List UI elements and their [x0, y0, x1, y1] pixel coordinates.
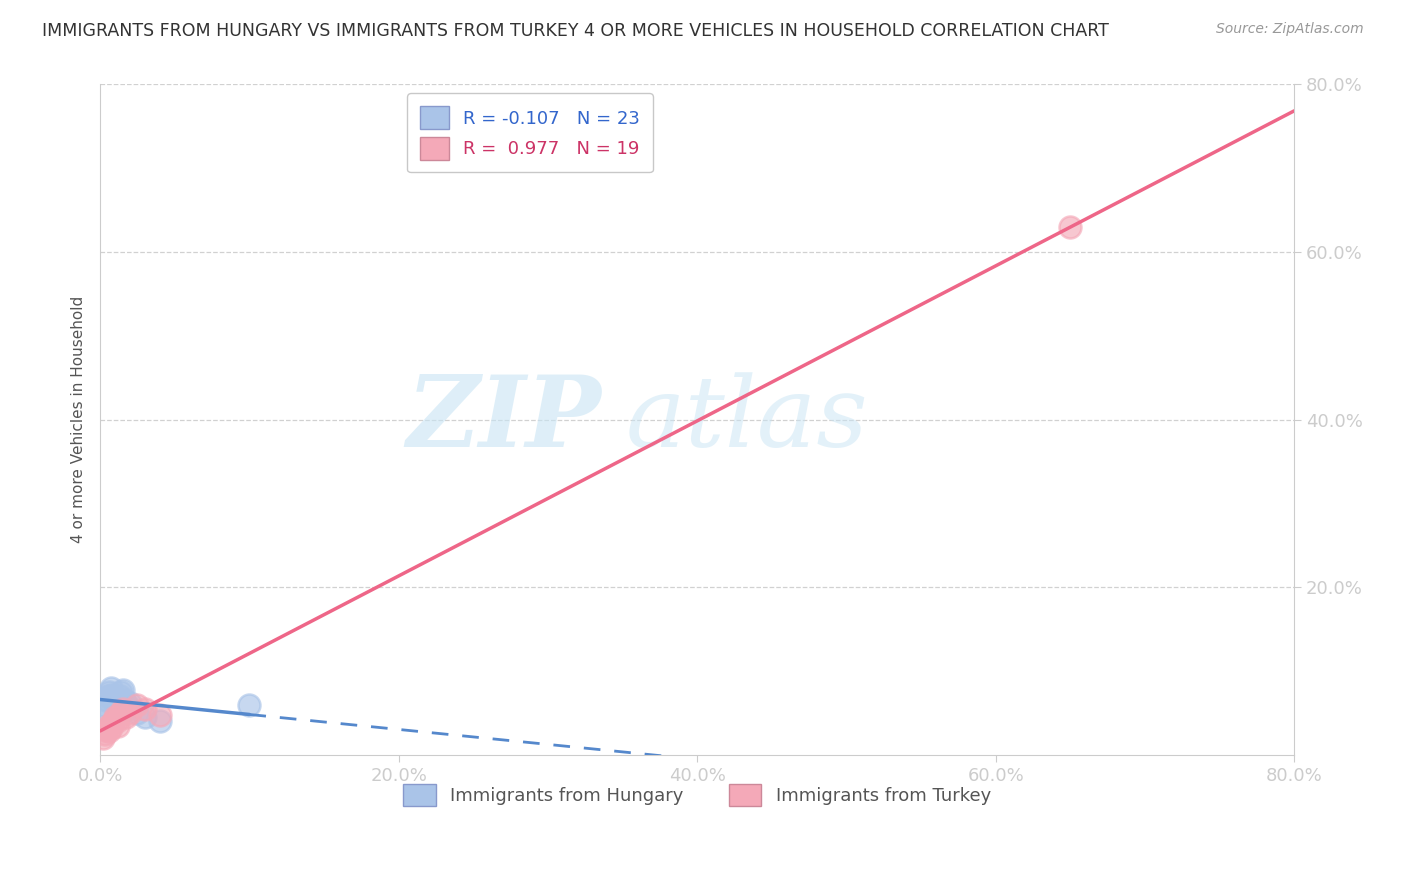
Point: [115, 702, 138, 716]
Point: [127, 706, 149, 720]
Point: [91, 698, 114, 712]
Point: [93, 702, 115, 716]
Point: [100, 721, 122, 735]
Text: IMMIGRANTS FROM HUNGARY VS IMMIGRANTS FROM TURKEY 4 OR MORE VEHICLES IN HOUSEHOL: IMMIGRANTS FROM HUNGARY VS IMMIGRANTS FR…: [42, 22, 1109, 40]
Point: [100, 681, 122, 695]
Point: [108, 706, 131, 720]
Point: [114, 698, 136, 712]
Point: [103, 693, 125, 707]
Point: [98, 685, 121, 699]
Legend: Immigrants from Hungary, Immigrants from Turkey: Immigrants from Hungary, Immigrants from…: [396, 776, 998, 813]
Point: [149, 707, 172, 722]
Point: [107, 699, 129, 714]
Point: [103, 713, 125, 727]
Text: atlas: atlas: [626, 372, 869, 467]
Point: [93, 727, 115, 741]
Point: [1059, 219, 1081, 234]
Point: [118, 696, 141, 710]
Point: [98, 724, 121, 739]
Point: [114, 710, 136, 724]
Point: [94, 693, 117, 707]
Point: [97, 690, 120, 704]
Point: [104, 690, 127, 705]
Text: ZIP: ZIP: [406, 371, 602, 468]
Point: [107, 718, 129, 732]
Text: Source: ZipAtlas.com: Source: ZipAtlas.com: [1216, 22, 1364, 37]
Point: [238, 698, 260, 712]
Point: [127, 698, 149, 712]
Y-axis label: 4 or more Vehicles in Household: 4 or more Vehicles in Household: [72, 296, 86, 543]
Point: [134, 710, 156, 724]
Point: [111, 702, 134, 716]
Point: [111, 682, 134, 697]
Point: [101, 716, 124, 731]
Point: [117, 699, 139, 714]
Point: [91, 731, 114, 746]
Point: [149, 714, 172, 729]
Point: [105, 714, 128, 729]
Point: [101, 688, 124, 702]
Point: [118, 706, 141, 720]
Point: [97, 718, 120, 732]
Point: [94, 723, 117, 737]
Point: [108, 690, 131, 704]
Point: [112, 693, 135, 707]
Point: [105, 696, 128, 710]
Point: [110, 685, 132, 699]
Point: [134, 702, 156, 716]
Point: [104, 710, 127, 724]
